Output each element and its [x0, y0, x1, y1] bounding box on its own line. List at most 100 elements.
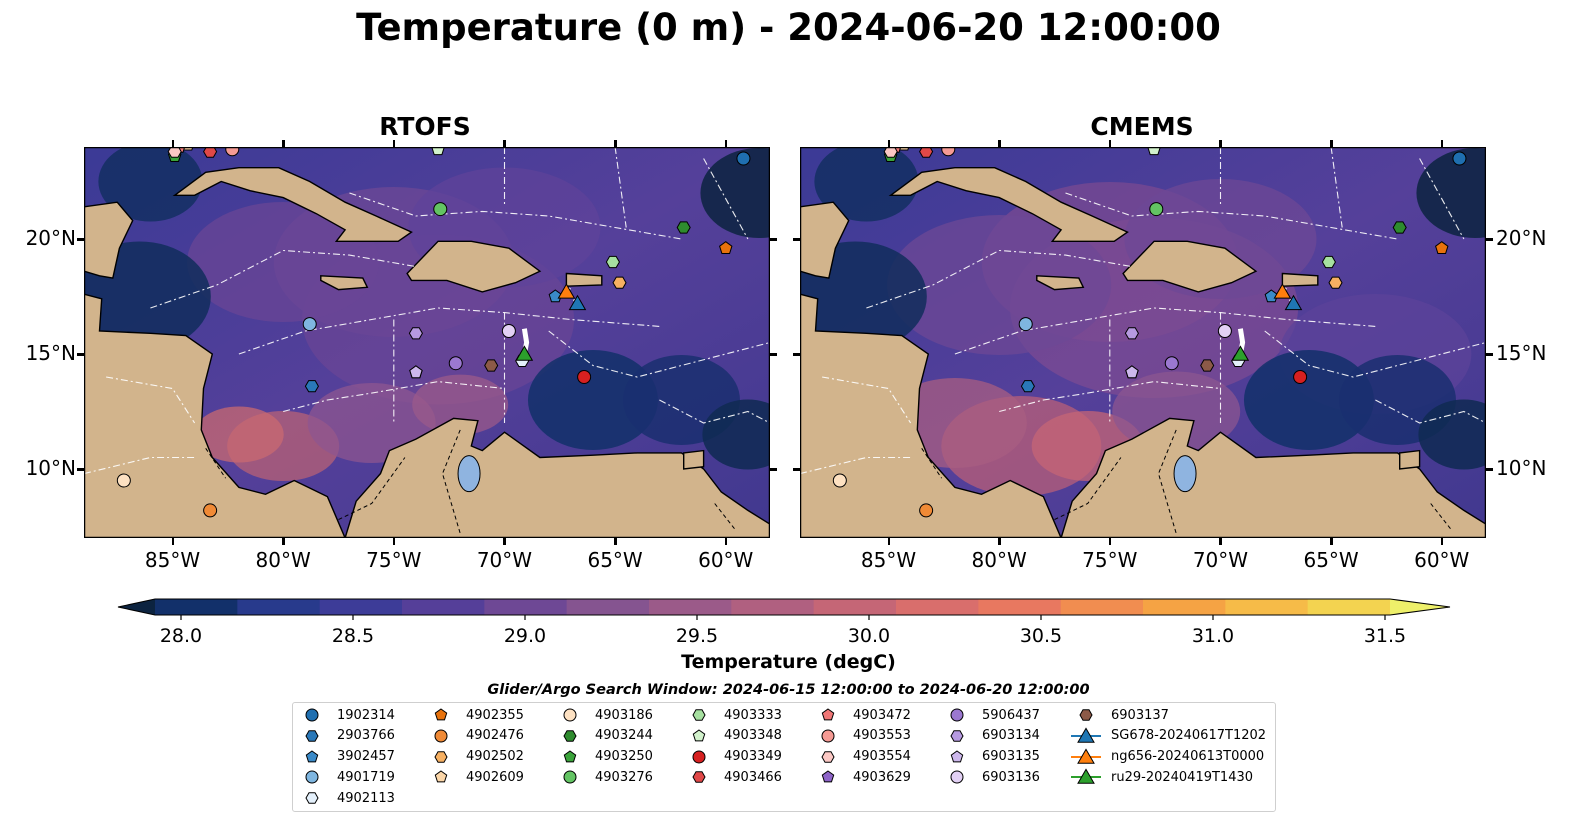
lon-tick-mark	[998, 140, 1001, 147]
lat-tick-label: 10°N	[25, 456, 76, 480]
legend-item: ng656-20240613T0000	[1069, 747, 1264, 767]
legend-item: 4903553	[811, 726, 911, 746]
legend-item: 4902502	[424, 747, 524, 767]
hexagon-marker-icon	[553, 726, 587, 746]
colorbar-segment	[402, 599, 485, 615]
colorbar-segment	[1060, 599, 1144, 615]
cold-patch	[98, 147, 203, 222]
land-central-america	[800, 293, 1062, 538]
float-4903466	[919, 147, 934, 158]
lat-tick-mark	[770, 468, 777, 471]
legend-label: 4902502	[466, 749, 524, 765]
circle-marker-icon	[682, 747, 716, 767]
glider-ng656-20240613T0000	[1273, 283, 1292, 299]
hexagon-marker-icon	[295, 726, 329, 746]
cold-patch	[814, 147, 919, 222]
temperature-patch	[887, 215, 1112, 355]
legend-label: 4903276	[595, 769, 653, 785]
eez-boundary	[106, 376, 196, 424]
country-border	[1430, 503, 1451, 530]
legend-marker	[692, 771, 706, 784]
legend-item: 4902113	[295, 788, 395, 808]
lon-tick-mark	[282, 140, 285, 147]
legend-item: 4903348	[682, 726, 782, 746]
float-5906437	[1164, 356, 1179, 371]
circle-marker-icon	[295, 705, 329, 725]
legend-marker	[692, 750, 706, 764]
map-panel-cmems	[800, 147, 1486, 538]
legend-marker	[563, 770, 577, 784]
float-4903186	[116, 473, 131, 488]
legend-item: 4903250	[553, 747, 653, 767]
lat-tick-mark	[1486, 468, 1493, 471]
float-4903244	[1392, 221, 1407, 234]
eez-boundary	[150, 249, 416, 309]
eez-boundary	[238, 307, 660, 355]
eez-boundary	[703, 158, 749, 240]
legend: 1902314 2903766 3902457 4901719 4902113 49023…	[292, 702, 1276, 812]
lat-tick-mark	[793, 468, 800, 471]
legend-item: 4903466	[682, 767, 782, 787]
legend-marker	[305, 749, 319, 762]
land-south-america	[344, 417, 770, 538]
lat-tick-mark	[793, 238, 800, 241]
lon-tick-label: 80°W	[971, 548, 1027, 572]
lake-maracaibo	[457, 455, 481, 493]
lat-tick-label: 15°N	[1496, 341, 1547, 365]
legend-item: 4903276	[553, 767, 653, 787]
lon-tick-label: 75°W	[366, 548, 422, 572]
lon-tick-mark	[392, 140, 396, 147]
float-4902355	[719, 241, 733, 254]
colorbar-segment	[813, 599, 897, 615]
legend-item: 6903134	[940, 726, 1040, 746]
glider-SG678-20240617T1202	[1284, 294, 1303, 311]
legend-label: 3902457	[337, 749, 395, 765]
circle-marker-icon	[424, 726, 458, 746]
cold-patch	[1418, 399, 1486, 470]
lon-tick-mark	[1440, 538, 1444, 545]
land-yucatan	[84, 201, 134, 279]
legend-label: 4903186	[595, 707, 653, 723]
cold-patch	[800, 241, 927, 352]
panel-title-right: CMEMS	[1090, 112, 1194, 141]
temperature-patch	[187, 202, 380, 322]
land-puerto-rico	[1281, 272, 1319, 287]
country-border	[1157, 429, 1177, 534]
colorbar-segment	[1307, 599, 1391, 615]
legend-label: 4902609	[466, 769, 524, 785]
circle-marker-icon	[811, 726, 845, 746]
float-4903186	[832, 473, 847, 488]
lon-tick-mark	[887, 140, 891, 147]
legend-item: 1902314	[295, 705, 395, 725]
cold-patch	[84, 241, 211, 352]
circle-marker-icon	[295, 767, 329, 787]
legend-marker	[692, 729, 706, 742]
country-border	[205, 448, 227, 479]
legend-label: 4903250	[595, 749, 653, 765]
eez-boundary	[349, 192, 682, 240]
glider-ng656-20240613T0000	[557, 283, 576, 299]
legend-item: 4901719	[295, 767, 395, 787]
legend-marker	[821, 750, 835, 763]
legend-label: 4901719	[337, 769, 395, 785]
hexagon-marker-icon	[682, 767, 716, 787]
legend-label: 4903629	[853, 769, 911, 785]
lon-tick-mark	[614, 140, 617, 147]
legend-marker	[434, 770, 448, 783]
lon-tick-label: 60°W	[698, 548, 754, 572]
legend-label: 1902314	[337, 707, 395, 723]
colorbar-tick-label: 30.5	[1020, 625, 1062, 643]
float-4903244	[676, 221, 691, 234]
land-south-america	[1060, 417, 1486, 538]
lat-tick-label: 20°N	[1496, 226, 1547, 250]
lon-tick-label: 75°W	[1082, 548, 1138, 572]
lon-tick-mark	[392, 538, 396, 545]
lat-tick-mark	[77, 468, 84, 471]
legend-marker	[305, 730, 319, 742]
eez-boundary	[1065, 192, 1398, 240]
eez-boundary	[999, 381, 1221, 413]
float-6903137	[1200, 359, 1215, 372]
legend-item: 5906437	[940, 705, 1040, 725]
eez-boundary	[1375, 399, 1486, 424]
glider-ru29-20240419T1430	[1231, 345, 1250, 361]
